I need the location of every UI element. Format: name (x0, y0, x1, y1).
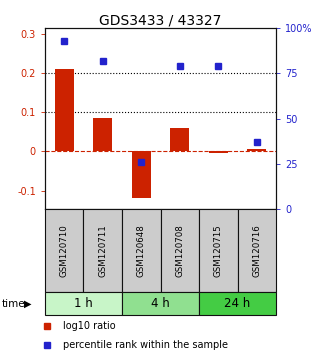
Text: GSM120710: GSM120710 (60, 224, 69, 277)
Text: GSM120711: GSM120711 (98, 224, 107, 277)
Text: 1 h: 1 h (74, 297, 93, 310)
Bar (160, 209, 199, 292)
Bar (132, 151, 151, 198)
Bar (238, 209, 276, 292)
Text: GSM120708: GSM120708 (175, 224, 184, 277)
Text: 4 h: 4 h (151, 297, 170, 310)
Text: log10 ratio: log10 ratio (64, 321, 116, 331)
Bar (199, 292, 276, 315)
Bar (122, 209, 160, 292)
Text: 24 h: 24 h (224, 297, 251, 310)
Bar (199, 209, 238, 292)
Bar (83, 209, 122, 292)
Text: GSM120715: GSM120715 (214, 224, 223, 277)
Bar (45, 209, 83, 292)
Bar (122, 292, 199, 315)
Bar (170, 128, 189, 151)
Bar (247, 149, 266, 151)
Text: ▶: ▶ (24, 298, 31, 309)
Bar (93, 118, 112, 151)
Title: GDS3433 / 43327: GDS3433 / 43327 (99, 13, 222, 27)
Text: percentile rank within the sample: percentile rank within the sample (64, 341, 229, 350)
Bar (45, 292, 122, 315)
Text: GSM120716: GSM120716 (252, 224, 261, 277)
Text: GSM120648: GSM120648 (137, 224, 146, 277)
Bar (209, 151, 228, 153)
Bar (55, 69, 74, 151)
Text: time: time (2, 298, 25, 309)
